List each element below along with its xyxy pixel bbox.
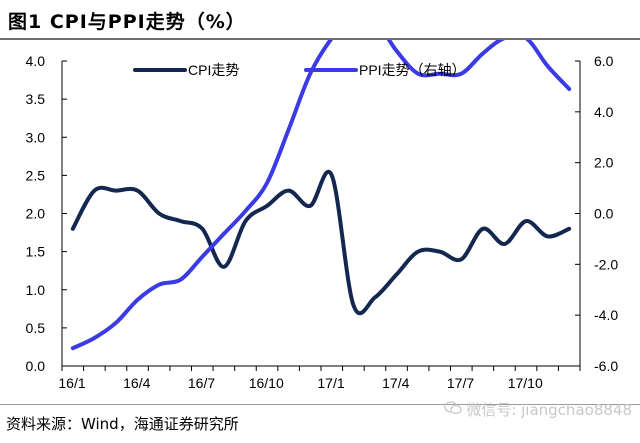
source-divider (0, 404, 640, 405)
left-tick-label: 1.0 (26, 282, 46, 298)
ppi-line (70, 40, 572, 351)
right-tick-label: 4.0 (594, 104, 614, 120)
right-tick-label: 6.0 (594, 53, 614, 69)
chart-title: 图1 CPI与PPI走势（%） (8, 11, 246, 33)
title-divider (0, 38, 640, 40)
x-tick-label: 16/1 (58, 375, 85, 391)
legend: CPI走势 PPI走势（右轴） (133, 62, 466, 78)
x-tick-label: 16/4 (123, 375, 150, 391)
right-tick-label: 2.0 (594, 155, 614, 171)
cpi-ppi-chart: 0.0 0.5 1.0 1.5 2.0 2.5 3.0 3.5 4.0 -6.0 -4.0 -2.0 0… (26, 40, 619, 391)
source-note: 资料来源：Wind，海通证券研究所 (6, 415, 239, 433)
watermark-text: 微信号: jiangchao8848 (466, 401, 632, 419)
x-tick-label: 16/10 (249, 375, 284, 391)
right-tick-label: -6.0 (594, 358, 618, 374)
tick-labels: 0.0 0.5 1.0 1.5 2.0 2.5 3.0 3.5 4.0 -6.0 -4.0 -2.0 0… (26, 53, 619, 391)
left-tick-label: 2.0 (26, 206, 46, 222)
series-lines (70, 40, 572, 351)
left-tick-label: 0.0 (26, 358, 46, 374)
watermark: 微信号: jiangchao8848 (444, 399, 632, 420)
x-tick-label: 16/7 (188, 375, 215, 391)
x-tick-label: 17/7 (447, 375, 474, 391)
legend-cpi-label: CPI走势 (188, 62, 239, 78)
wechat-icon (444, 401, 462, 419)
left-tick-label: 1.5 (26, 244, 46, 260)
left-tick-label: 4.0 (26, 53, 46, 69)
left-tick-label: 3.5 (26, 91, 46, 107)
x-tick-label: 17/1 (317, 375, 344, 391)
x-tick-label: 17/10 (508, 375, 543, 391)
axes (61, 60, 581, 371)
cpi-line (70, 170, 572, 316)
right-tick-label: -2.0 (594, 256, 618, 272)
right-tick-label: -4.0 (594, 307, 618, 323)
right-tick-label: 0.0 (594, 206, 614, 222)
legend-ppi-label: PPI走势（右轴） (359, 62, 466, 78)
x-tick-label: 17/4 (382, 375, 409, 391)
left-tick-label: 3.0 (26, 129, 46, 145)
left-tick-label: 0.5 (26, 320, 46, 336)
left-tick-label: 2.5 (26, 167, 46, 183)
